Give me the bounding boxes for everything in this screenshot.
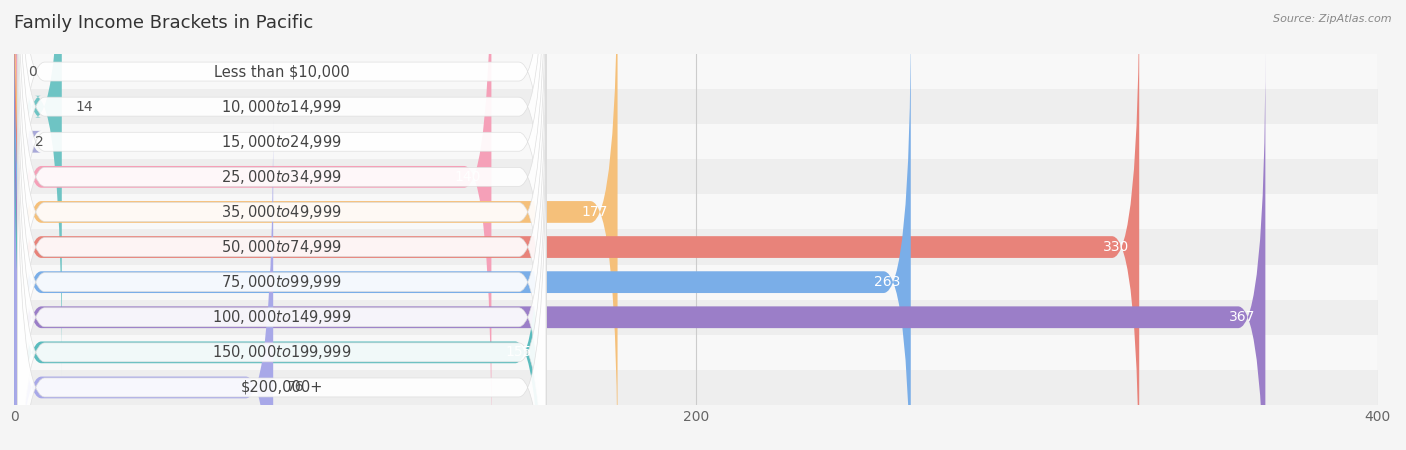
Text: 155: 155 — [506, 345, 533, 360]
Bar — [14, 54, 1378, 89]
Text: $15,000 to $24,999: $15,000 to $24,999 — [221, 133, 342, 151]
Text: 2: 2 — [35, 135, 44, 149]
FancyBboxPatch shape — [14, 47, 1265, 450]
FancyBboxPatch shape — [17, 0, 546, 343]
FancyBboxPatch shape — [14, 82, 543, 450]
Bar — [14, 124, 1378, 159]
FancyBboxPatch shape — [17, 0, 546, 448]
FancyBboxPatch shape — [17, 0, 546, 450]
Bar — [14, 335, 1378, 370]
FancyBboxPatch shape — [17, 116, 546, 450]
Text: Source: ZipAtlas.com: Source: ZipAtlas.com — [1274, 14, 1392, 23]
Text: $200,000+: $200,000+ — [240, 380, 323, 395]
Text: $35,000 to $49,999: $35,000 to $49,999 — [221, 203, 342, 221]
FancyBboxPatch shape — [17, 46, 546, 450]
FancyBboxPatch shape — [14, 117, 273, 450]
FancyBboxPatch shape — [14, 12, 911, 450]
Text: $25,000 to $34,999: $25,000 to $34,999 — [221, 168, 342, 186]
Text: Family Income Brackets in Pacific: Family Income Brackets in Pacific — [14, 14, 314, 32]
FancyBboxPatch shape — [17, 81, 546, 450]
Text: $10,000 to $14,999: $10,000 to $14,999 — [221, 98, 342, 116]
FancyBboxPatch shape — [17, 0, 546, 450]
FancyBboxPatch shape — [14, 0, 62, 377]
Bar — [14, 265, 1378, 300]
Text: 177: 177 — [581, 205, 607, 219]
Text: 14: 14 — [76, 99, 93, 114]
FancyBboxPatch shape — [17, 0, 546, 378]
Bar — [14, 159, 1378, 194]
FancyBboxPatch shape — [17, 0, 546, 413]
Bar — [14, 370, 1378, 405]
FancyBboxPatch shape — [14, 0, 492, 447]
Text: 140: 140 — [454, 170, 481, 184]
Bar — [14, 300, 1378, 335]
Bar — [14, 194, 1378, 230]
Text: 263: 263 — [875, 275, 900, 289]
Text: 76: 76 — [287, 380, 305, 395]
Text: $75,000 to $99,999: $75,000 to $99,999 — [221, 273, 342, 291]
Text: Less than $10,000: Less than $10,000 — [214, 64, 350, 79]
Text: 367: 367 — [1229, 310, 1256, 324]
Bar — [14, 230, 1378, 265]
FancyBboxPatch shape — [14, 0, 617, 450]
FancyBboxPatch shape — [17, 11, 546, 450]
Text: $100,000 to $149,999: $100,000 to $149,999 — [212, 308, 352, 326]
Text: $150,000 to $199,999: $150,000 to $199,999 — [212, 343, 352, 361]
Text: 0: 0 — [28, 64, 37, 79]
FancyBboxPatch shape — [14, 0, 1139, 450]
Text: $50,000 to $74,999: $50,000 to $74,999 — [221, 238, 342, 256]
FancyBboxPatch shape — [0, 0, 41, 412]
Bar — [14, 89, 1378, 124]
Text: 330: 330 — [1102, 240, 1129, 254]
